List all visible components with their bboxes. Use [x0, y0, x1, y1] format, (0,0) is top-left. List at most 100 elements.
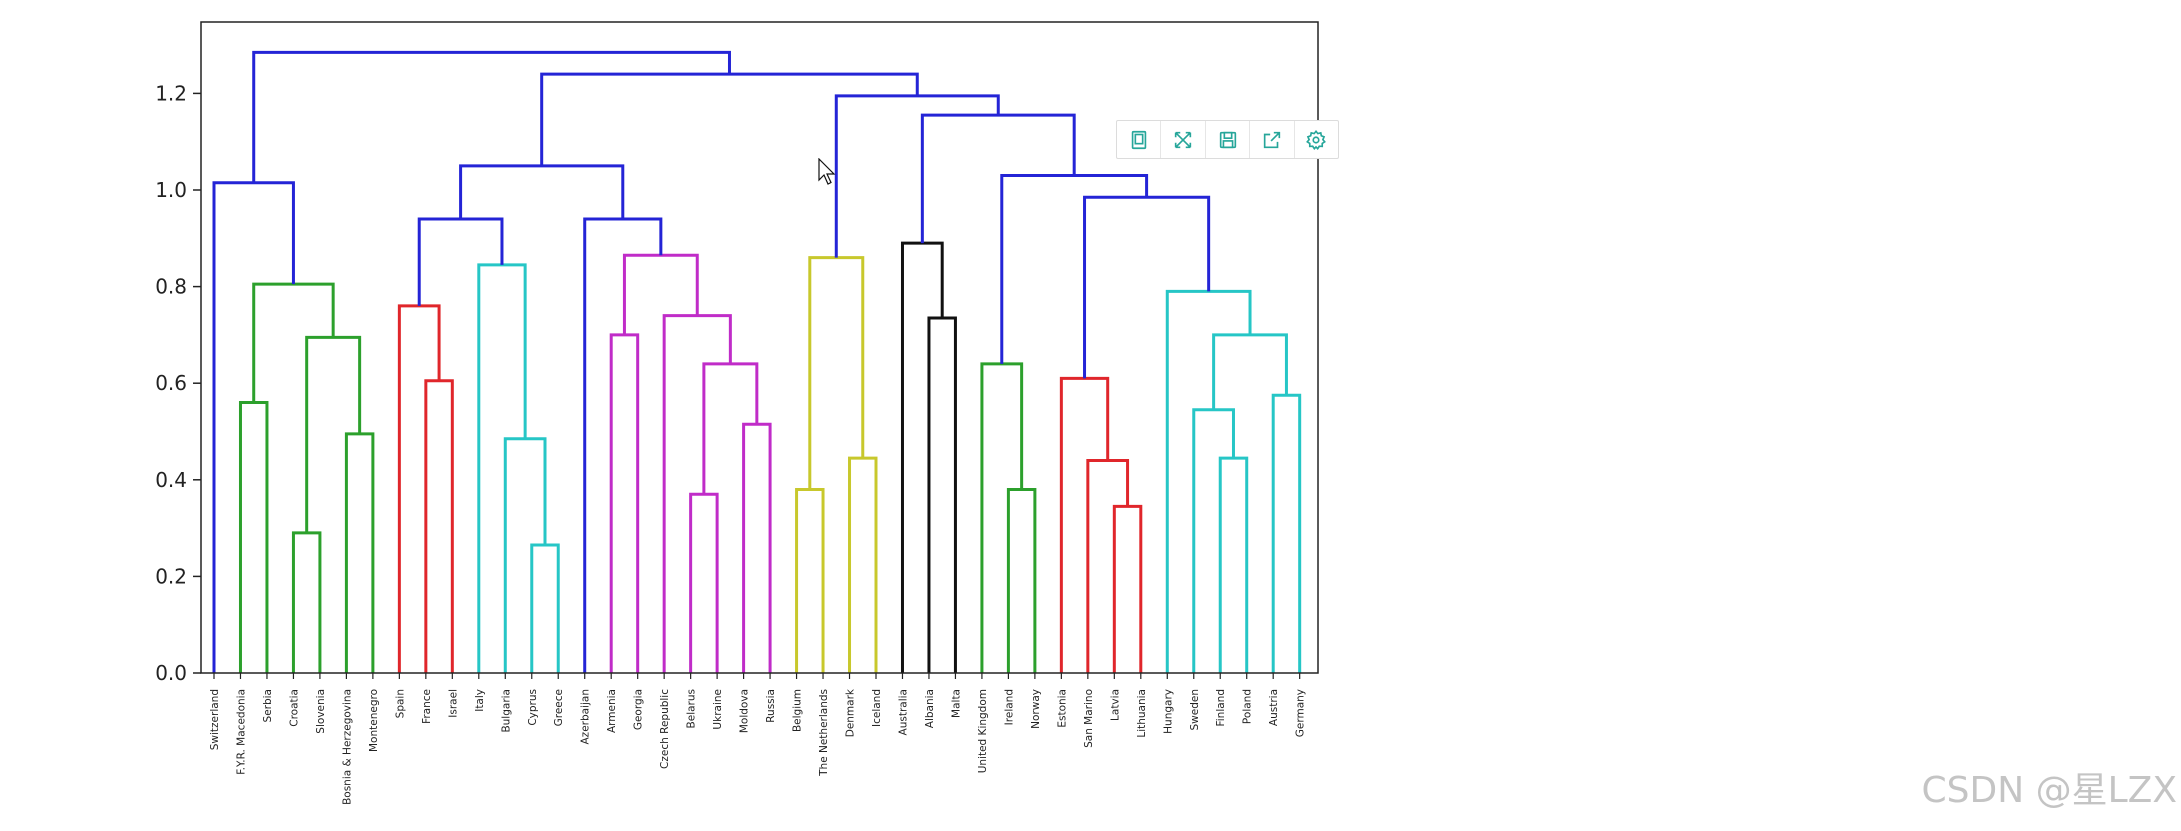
y-tick-label: 0.6: [155, 371, 187, 395]
leaf-label: The Netherlands: [818, 689, 830, 777]
dendrogram-link: [252, 282, 335, 403]
leaf-label: Greece: [553, 689, 565, 726]
leaf-label: Bosnia & Herzegovina: [341, 689, 353, 805]
dendrogram-link: [1112, 504, 1143, 673]
dendrogram-link: [795, 487, 825, 673]
dendrogram-link: [1000, 174, 1149, 364]
settings-button[interactable]: [1295, 121, 1338, 158]
y-tick-label: 0.8: [155, 275, 187, 299]
dendrogram-link: [238, 401, 269, 673]
watermark: CSDN @星LZX: [1921, 770, 2177, 811]
leaf-label: Georgia: [633, 689, 645, 730]
dendrogram-link: [609, 333, 640, 673]
leaf-label: France: [421, 689, 433, 724]
leaf-label: Slovenia: [315, 689, 327, 734]
leaf-label: Moldova: [739, 689, 751, 733]
leaf-label: Italy: [474, 689, 486, 712]
leaf-label: Norway: [1030, 689, 1042, 729]
leaf-label: Latvia: [1109, 689, 1121, 721]
dendrogram-link: [344, 432, 375, 673]
dendrogram-link: [622, 253, 699, 335]
share-icon: [1263, 131, 1281, 148]
leaf-label: Azerbaijan: [580, 689, 592, 745]
dendrogram-link: [540, 72, 919, 166]
leaf-label: Croatia: [288, 689, 300, 727]
leaf-label: Lithuania: [1136, 689, 1148, 738]
dendrogram-link: [900, 241, 944, 673]
dendrogram-link: [397, 304, 441, 673]
dendrogram-link: [834, 94, 1000, 258]
dendrogram-link: [1086, 458, 1130, 673]
leaf-label: United Kingdom: [977, 689, 989, 773]
dendrogram-link: [1271, 393, 1302, 673]
gear-icon: [1306, 129, 1327, 150]
leaf-label: Poland: [1242, 689, 1254, 724]
leaf-label: Ireland: [1003, 689, 1015, 725]
dendrogram-link: [1165, 289, 1252, 673]
leaf-label: Germany: [1295, 689, 1307, 737]
chart-toolbar: [1116, 120, 1339, 159]
leaf-label: Cyprus: [527, 689, 539, 726]
save-icon: [1219, 131, 1236, 148]
dendrogram-link: [1006, 487, 1037, 673]
dendrogram-link: [459, 164, 625, 219]
leaf-label: Finland: [1215, 689, 1227, 727]
dendrogram-link: [1083, 195, 1211, 379]
dendrogram-link: [980, 362, 1024, 673]
mouse-cursor-icon: [818, 158, 836, 185]
leaf-label: Sweden: [1189, 689, 1201, 731]
dendrogram-link: [252, 50, 731, 183]
share-button[interactable]: [1250, 121, 1295, 158]
dendrogram-link: [477, 263, 527, 673]
leaf-label: Belgium: [792, 689, 804, 732]
dendrogram-link: [808, 256, 865, 490]
dendrogram-link: [291, 531, 322, 673]
leaf-label: Albania: [924, 689, 936, 728]
dendrogram-link: [417, 217, 504, 306]
dendrogram-link: [503, 437, 547, 673]
y-tick-label: 1.2: [155, 81, 187, 105]
leaf-label: Hungary: [1162, 689, 1174, 734]
leaf-label: Malta: [950, 689, 962, 718]
x-axis: Switzerland F.Y.R. Macedonia Serbia Croatia…: [209, 673, 1307, 805]
leaf-label: Montenegro: [368, 689, 380, 752]
leaf-label: Israel: [447, 689, 459, 718]
data-view-button[interactable]: [1117, 121, 1162, 158]
dendrogram-link: [1192, 408, 1235, 673]
leaf-label: Austria: [1268, 689, 1280, 726]
leaf-label: Spain: [394, 689, 406, 718]
dendrogram-link: [927, 316, 957, 673]
dendrogram-link: [702, 362, 759, 495]
y-tick-label: 0.0: [155, 661, 187, 685]
dendrogram-link: [742, 422, 772, 673]
dendrogram-link: [920, 113, 1076, 244]
dendrogram-link: [1218, 456, 1249, 673]
y-tick-label: 0.4: [155, 468, 187, 492]
plot-frame: [200, 21, 1319, 674]
y-tick-label: 1.0: [155, 178, 187, 202]
leaf-label: Switzerland: [209, 689, 221, 750]
save-button[interactable]: [1206, 121, 1251, 158]
dendrogram-link: [212, 181, 295, 673]
dendrogram-link: [530, 543, 560, 673]
leaf-label: Bulgaria: [500, 689, 512, 733]
leaf-label: Armenia: [606, 689, 618, 733]
leaf-label: Denmark: [845, 688, 857, 737]
leaf-label: F.Y.R. Macedonia: [235, 689, 247, 775]
dendrogram-link: [848, 456, 878, 673]
dendrogram-links: [212, 50, 1302, 673]
dendrogram-link: [1059, 376, 1110, 673]
dendrogram-link: [424, 379, 454, 673]
data-view-icon: [1131, 130, 1146, 149]
leaf-label: San Marino: [1083, 689, 1095, 748]
dendrogram-link: [1212, 333, 1288, 410]
dendrogram-link: [689, 492, 719, 673]
leaf-label: Ukraine: [712, 689, 724, 730]
y-axis: 0.0 0.2 0.4 0.6 0.8 1.0 1.2: [155, 81, 201, 685]
dendrogram-link: [583, 217, 663, 673]
leaf-label: Russia: [765, 689, 777, 723]
zoom-button[interactable]: [1161, 121, 1206, 158]
leaf-label: Australia: [897, 689, 909, 735]
leaf-label: Serbia: [262, 689, 274, 722]
